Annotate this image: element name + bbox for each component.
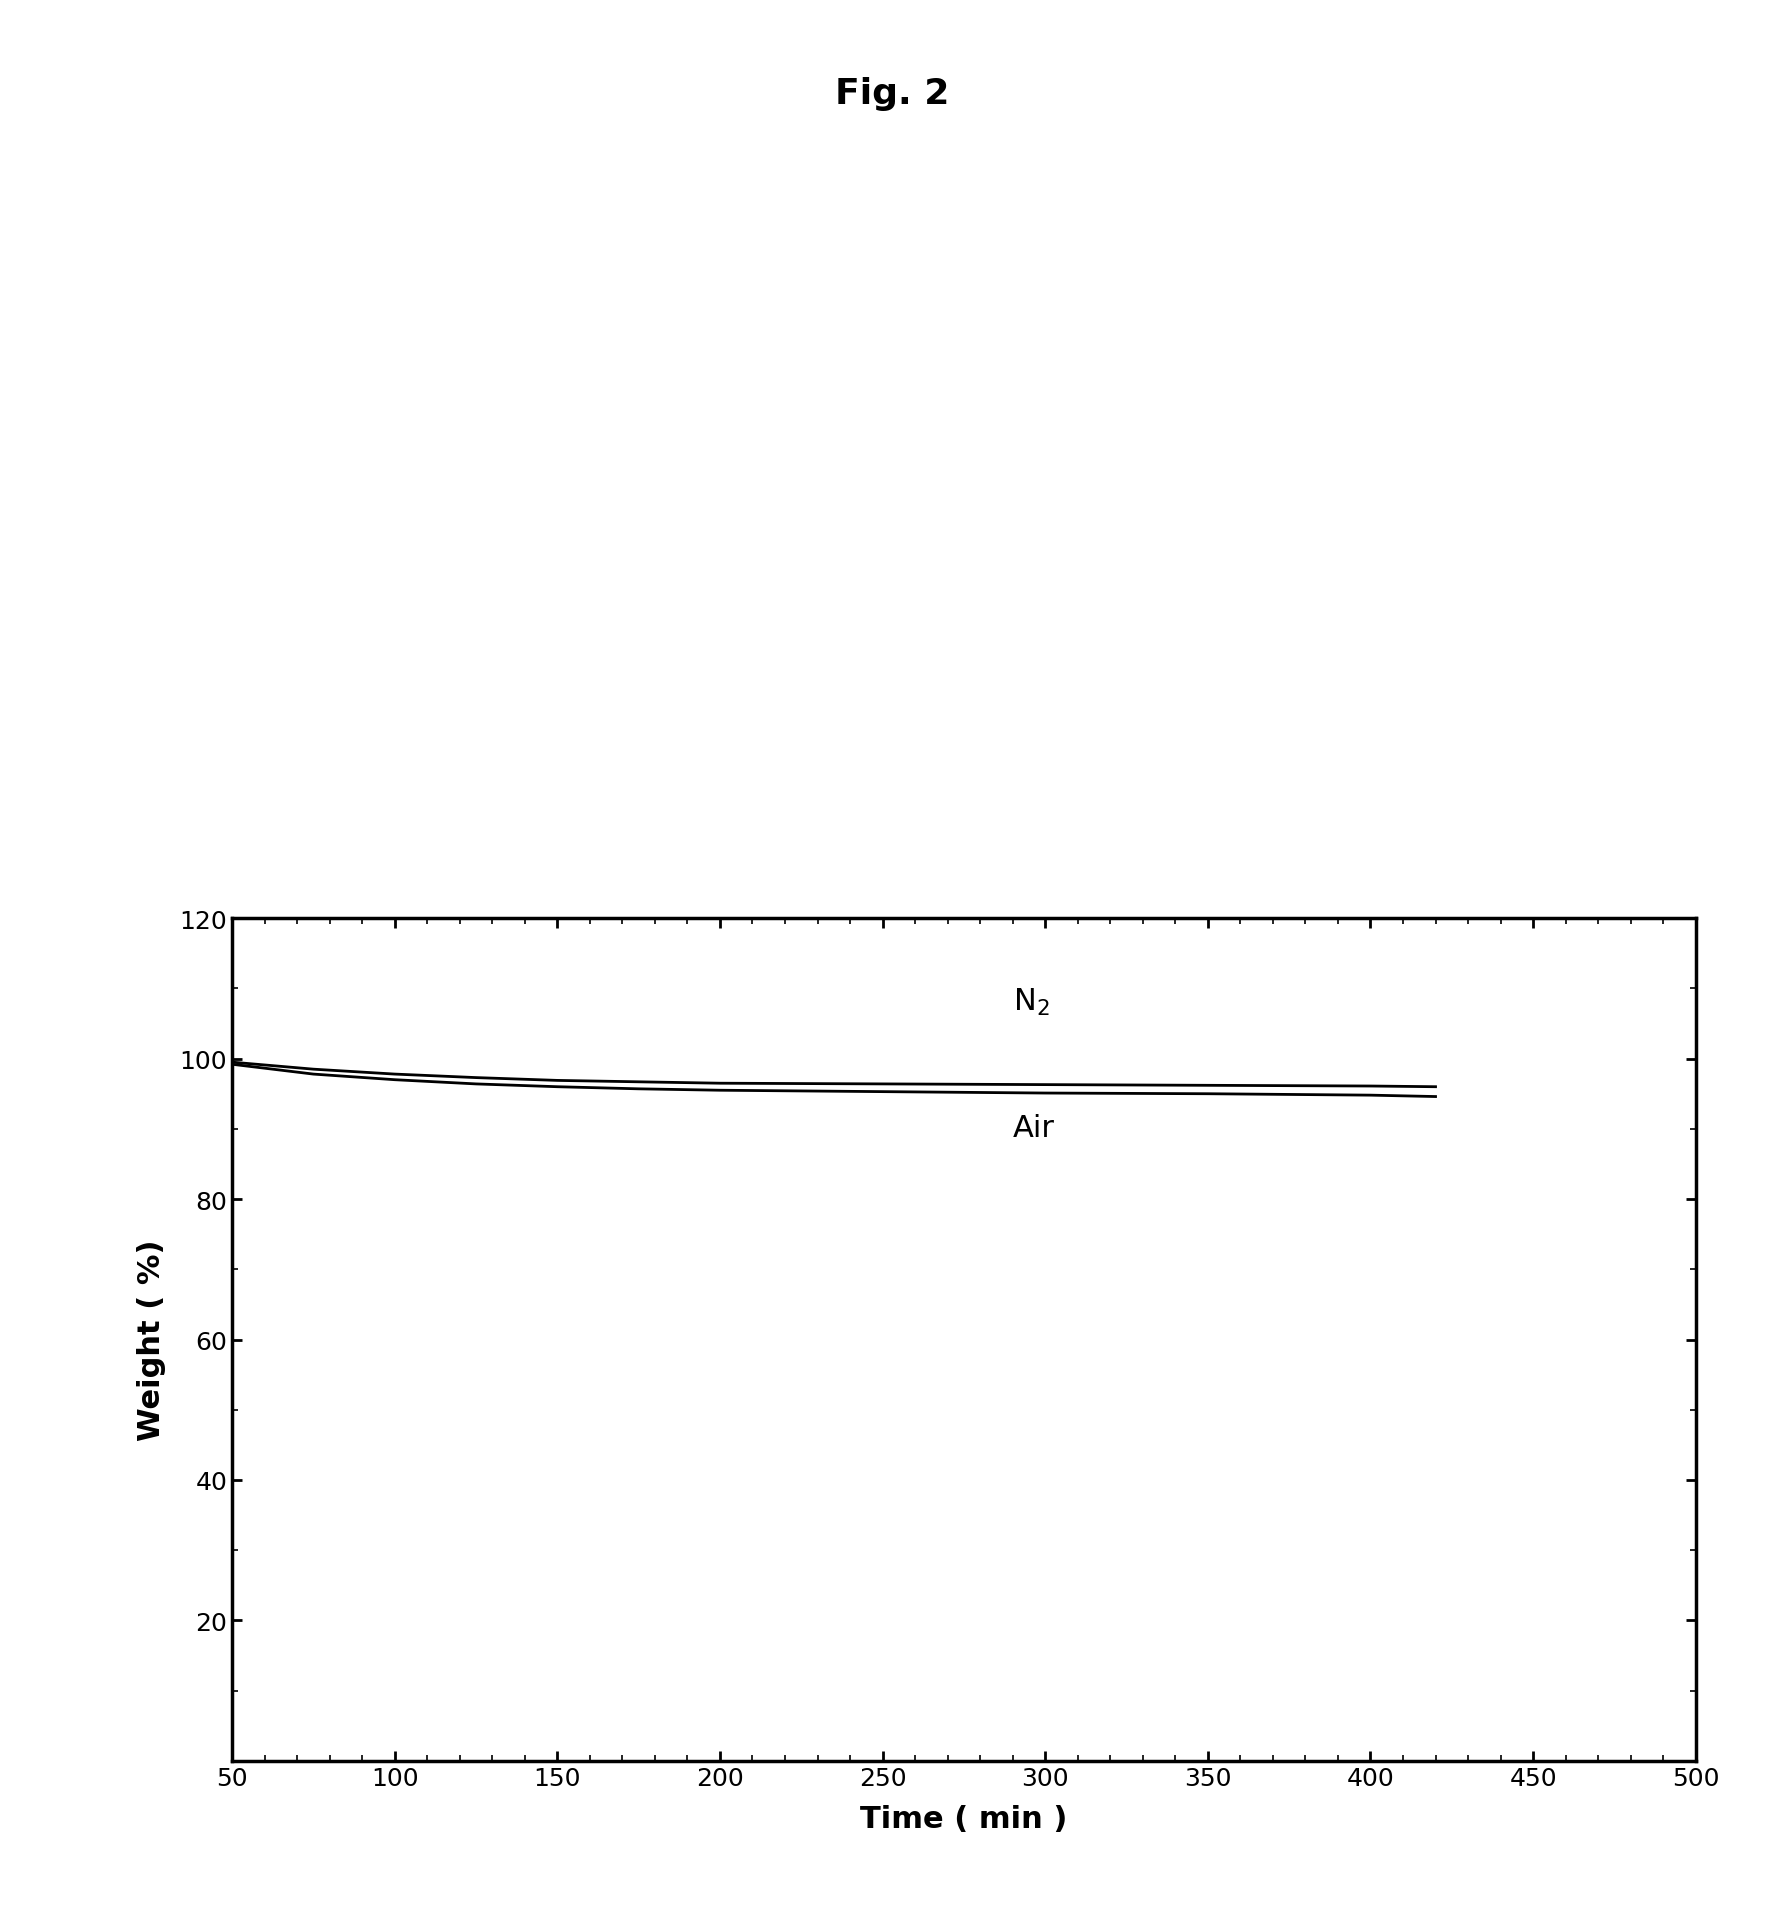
Text: N$_2$: N$_2$ (1012, 986, 1050, 1016)
X-axis label: Time ( min ): Time ( min ) (860, 1803, 1067, 1832)
Y-axis label: Weight ( %): Weight ( %) (136, 1238, 166, 1441)
Text: Air: Air (1012, 1114, 1055, 1143)
Text: Fig. 2: Fig. 2 (835, 77, 950, 111)
